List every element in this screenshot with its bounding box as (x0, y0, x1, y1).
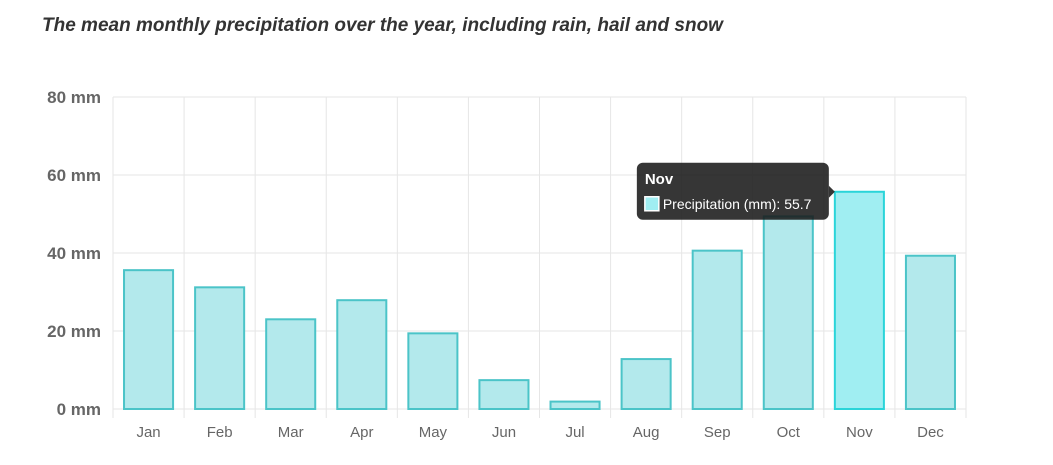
y-tick-label: 0 mm (57, 400, 101, 419)
bar-jun[interactable] (478, 379, 530, 411)
bar-nov[interactable] (833, 190, 885, 410)
x-tick-label: Mar (278, 424, 304, 441)
x-tick-label: Jun (492, 424, 516, 441)
tooltip-title: Nov (645, 171, 674, 188)
x-tick-label: Nov (846, 424, 873, 441)
x-tick-label: Sep (704, 424, 731, 441)
y-tick-label: 80 mm (47, 88, 101, 107)
x-axis-ticks: Jan Feb Mar Apr May Jun Jul Aug Sep Oct Nov Dec (136, 424, 944, 441)
bar-oct[interactable] (762, 215, 814, 410)
bar-feb[interactable] (194, 286, 246, 411)
tooltip-color-swatch (644, 196, 660, 212)
bar-apr[interactable] (336, 299, 388, 410)
bar-may[interactable] (407, 332, 459, 410)
bar-sep[interactable] (691, 249, 743, 410)
bar-mar[interactable] (265, 318, 317, 410)
bar-jul[interactable] (549, 400, 601, 410)
y-tick-label: 20 mm (47, 322, 101, 341)
y-tick-label: 60 mm (47, 166, 101, 185)
y-tick-label: 40 mm (47, 244, 101, 263)
x-tick-label: Oct (777, 424, 801, 441)
bar-aug[interactable] (620, 358, 672, 410)
x-tick-label: Jul (565, 424, 584, 441)
x-tick-label: Aug (633, 424, 660, 441)
bar-jan[interactable] (123, 269, 175, 410)
tooltip: Nov Precipitation (mm): 55.7 (636, 162, 835, 220)
x-tick-label: May (419, 424, 448, 441)
x-tick-label: Feb (207, 424, 233, 441)
tooltip-caret (828, 185, 835, 198)
tooltip-background (636, 162, 829, 220)
chart-title: The mean monthly precipitation over the … (42, 15, 723, 36)
y-axis-ticks: 0 mm 20 mm 40 mm 60 mm 80 mm (47, 88, 101, 419)
tooltip-label: Precipitation (mm): 55.7 (663, 196, 812, 212)
bar-dec[interactable] (904, 254, 956, 410)
bar-series (123, 190, 956, 411)
x-tick-label: Dec (917, 424, 944, 441)
x-tick-label: Apr (350, 424, 373, 441)
x-tick-label: Jan (136, 424, 160, 441)
